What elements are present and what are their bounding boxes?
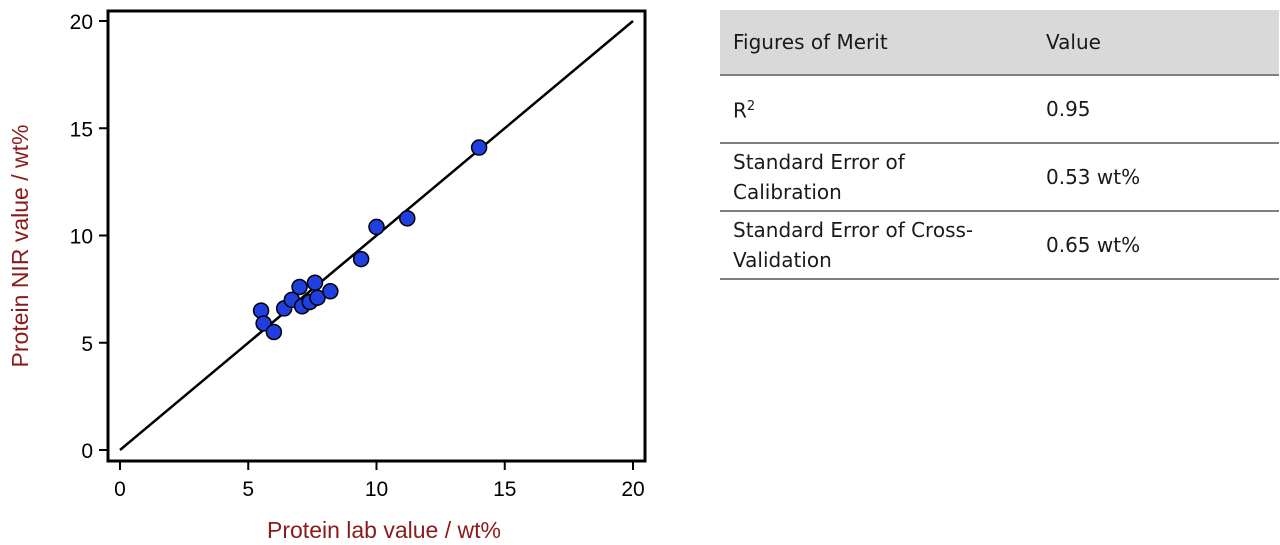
data-point	[309, 289, 326, 306]
metric-sec: Standard Error of Calibration	[720, 143, 1033, 212]
table-header-row: Figures of Merit Value	[720, 10, 1279, 76]
y-tick-label: 5	[81, 333, 93, 356]
header-value: Value	[1033, 10, 1279, 76]
data-point	[399, 210, 416, 227]
data-point	[306, 274, 324, 291]
metric-r-base: R	[733, 98, 747, 123]
scatter-chart: 0 5 10 15 20 0 5 10 15 20 Protein NIR value / wt%…	[7, 9, 647, 543]
table-row: Standard Error of Cross- Validation 0.65 …	[720, 211, 1279, 280]
x-axis-title: Protein lab value / wt%	[267, 517, 501, 543]
metric-secv: Standard Error of Cross- Validation	[720, 211, 1033, 280]
data-point	[291, 278, 308, 296]
x-tick-label: 5	[242, 478, 254, 501]
metric-secv-line1: Standard Error of Cross-	[733, 218, 974, 242]
value-sec: 0.53 wt%	[1033, 143, 1279, 212]
metric-r-superscript: 2	[746, 99, 756, 115]
y-tick-label: 0	[81, 440, 93, 463]
metric-sec-line1: Standard Error of	[733, 150, 905, 174]
data-point	[368, 218, 385, 236]
table-row: Standard Error of Calibration 0.53 wt%	[720, 143, 1279, 212]
y-tick-label: 15	[70, 118, 93, 141]
value-secv: 0.65 wt%	[1033, 211, 1279, 280]
metric-secv-line2: Validation	[733, 248, 832, 272]
figures-of-merit-table: Figures of Merit Value R2 0.95 Standard …	[720, 10, 1279, 280]
data-point	[352, 250, 370, 268]
metric-sec-line2: Calibration	[733, 180, 842, 204]
x-tick-label: 0	[114, 478, 126, 501]
value-r-squared: 0.95	[1033, 75, 1279, 144]
data-point	[470, 139, 488, 156]
plot-layer: 0 5 10 15 20 0 5 10 15 20	[70, 9, 647, 501]
x-tick-label: 15	[493, 478, 516, 501]
x-tick-label: 20	[621, 478, 644, 501]
header-figures-of-merit: Figures of Merit	[720, 10, 1033, 76]
reference-line	[119, 20, 634, 451]
y-tick-label: 20	[70, 11, 93, 34]
metric-r-squared: R2	[720, 75, 1033, 144]
table-row: R2 0.95	[720, 75, 1279, 144]
x-tick-label: 10	[365, 478, 388, 501]
y-tick-label: 10	[70, 226, 93, 249]
data-point	[265, 323, 283, 341]
data-point	[322, 283, 339, 300]
y-axis-title: Protein NIR value / wt%	[7, 125, 33, 368]
